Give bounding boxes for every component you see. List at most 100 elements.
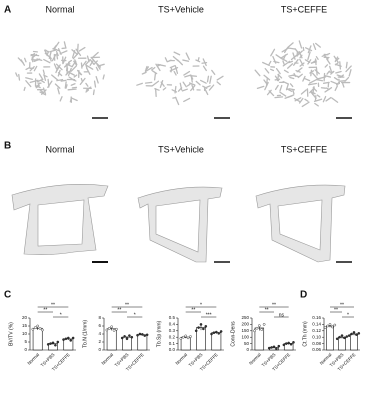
mean-bar — [254, 327, 265, 351]
data-point — [179, 337, 183, 340]
data-point — [33, 326, 37, 329]
panel-label: C — [4, 290, 11, 301]
trabecula — [69, 72, 75, 76]
data-point — [110, 325, 113, 329]
trabecula — [144, 66, 150, 72]
trabecula — [282, 60, 285, 65]
trabecula — [287, 63, 294, 69]
trabecula — [329, 65, 332, 72]
trabecula — [282, 80, 289, 85]
trabecula — [15, 72, 18, 77]
trabecula — [216, 75, 224, 81]
y-tick-label: 0.14 — [312, 322, 321, 327]
trabecula — [272, 55, 277, 64]
y-tick-label: 2 — [98, 339, 101, 344]
data-point — [253, 329, 256, 333]
trabecula — [326, 58, 331, 65]
trabecula — [310, 61, 318, 64]
y-tick-label: 0.1 — [169, 341, 176, 346]
trabecula — [85, 86, 92, 91]
trabecula — [293, 59, 299, 66]
trabecula — [159, 79, 164, 88]
trabecula — [46, 50, 49, 57]
trabecula — [195, 80, 201, 86]
significance-label: * — [200, 302, 202, 308]
data-point — [262, 323, 266, 326]
trabecula — [307, 82, 317, 86]
trabecula — [294, 97, 302, 102]
data-point — [333, 323, 337, 327]
trabecula — [85, 82, 89, 87]
trabecula — [144, 66, 153, 73]
y-tick-label: 20 — [22, 315, 28, 320]
y-tick-label: 0.06 — [312, 347, 321, 352]
trabecula — [25, 80, 32, 88]
trabecula — [18, 73, 21, 81]
data-point — [36, 324, 39, 328]
trabecula — [25, 77, 33, 81]
trabecula — [182, 81, 187, 88]
trabecula — [72, 49, 76, 59]
trabecula — [265, 77, 268, 87]
data-point — [145, 333, 149, 337]
trabecula — [314, 102, 319, 107]
data-point — [267, 346, 271, 350]
significance-label: ** — [265, 307, 269, 313]
trabecula — [279, 56, 288, 62]
significance-label: ** — [125, 302, 129, 308]
panel-label: D — [300, 290, 307, 301]
trabecula — [190, 85, 196, 92]
trabecula — [312, 43, 317, 51]
trabecula — [331, 97, 339, 103]
trabecula — [81, 60, 87, 67]
trabecula — [312, 86, 315, 96]
data-point — [128, 334, 131, 337]
trabecula — [174, 65, 179, 74]
y-tick-label: 0.10 — [312, 334, 321, 339]
y-tick-label: 0.3 — [169, 328, 176, 333]
data-point — [275, 347, 278, 351]
data-point — [345, 335, 349, 338]
trabecula — [56, 64, 61, 72]
trabecula — [277, 73, 283, 79]
trabecula — [266, 89, 272, 96]
trabecula — [188, 82, 196, 86]
trabecula — [29, 79, 39, 84]
data-point — [270, 346, 273, 349]
mean-bar — [326, 325, 334, 351]
trabecula — [305, 47, 313, 52]
data-point — [67, 336, 70, 340]
trabecula — [86, 55, 90, 63]
trabecula — [206, 75, 210, 83]
trabecula — [197, 57, 200, 62]
data-point — [328, 323, 332, 326]
trabecula — [270, 48, 276, 57]
data-point — [51, 341, 55, 345]
y-tick-label: 0 — [24, 347, 27, 352]
significance-label: ** — [43, 307, 47, 313]
trabecula — [151, 66, 156, 71]
data-point — [219, 330, 223, 333]
trabecula — [167, 59, 172, 63]
trabecula — [324, 75, 332, 78]
trabecula — [325, 87, 330, 91]
trabecula — [44, 49, 48, 55]
trabecula — [141, 71, 147, 75]
trabecula — [344, 76, 350, 82]
trabecula — [99, 63, 105, 67]
trabecula — [174, 96, 180, 106]
data-point — [125, 337, 129, 341]
trabecula — [63, 41, 67, 49]
data-point — [49, 342, 52, 345]
trabecula — [325, 96, 332, 102]
trabecula — [70, 83, 76, 86]
data-point — [71, 336, 75, 340]
trabecula — [289, 76, 295, 80]
trabecula — [315, 42, 321, 48]
trabecula — [310, 69, 313, 77]
trabecula — [209, 75, 212, 84]
data-point — [105, 328, 109, 332]
trabecula — [169, 65, 176, 69]
trabecula — [65, 65, 68, 72]
trabecula — [31, 53, 38, 59]
